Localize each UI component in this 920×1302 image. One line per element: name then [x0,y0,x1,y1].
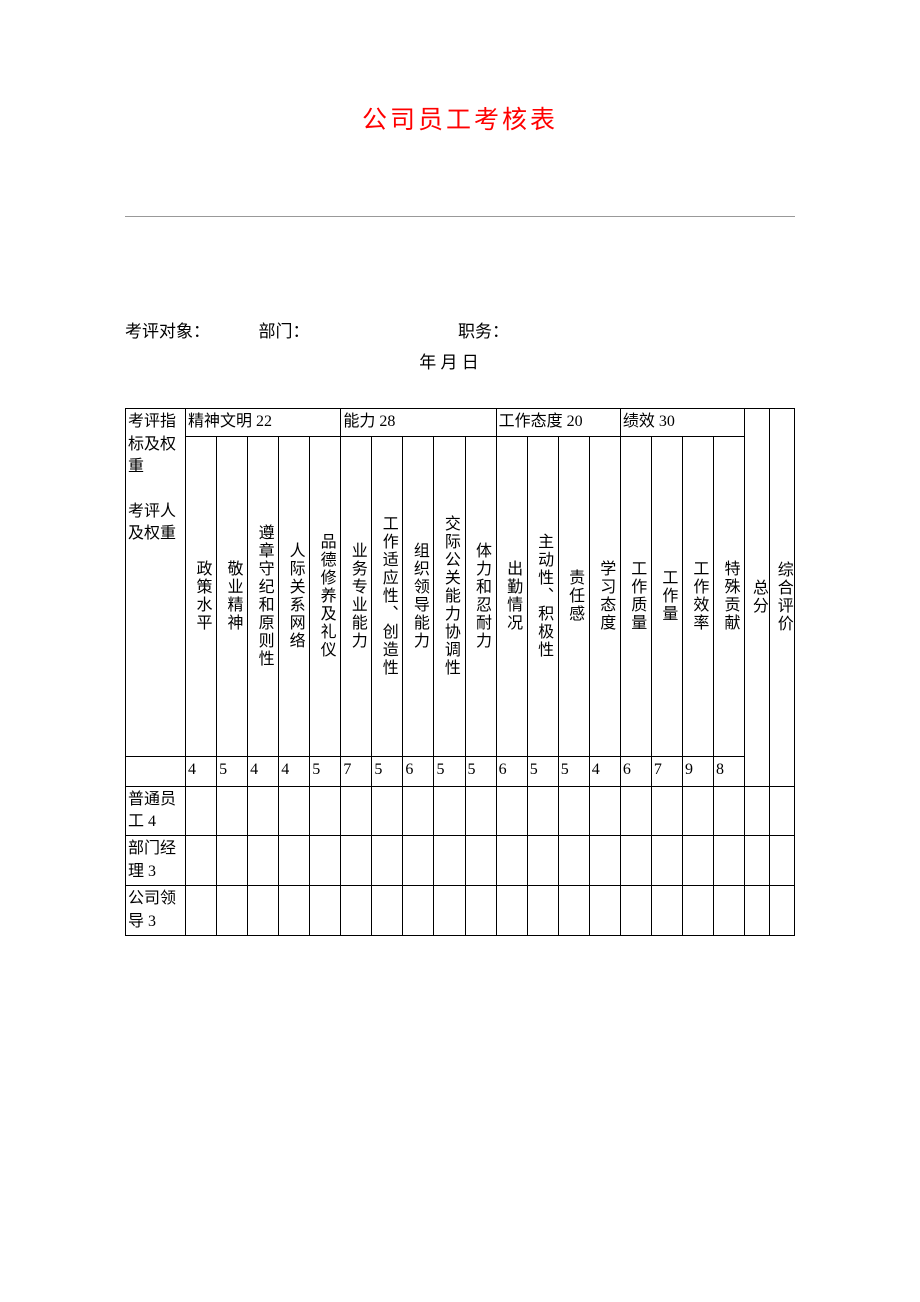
weight-cell: 8 [714,756,745,786]
sub-cell: 交际公关能力协调性 [434,436,465,756]
sub-cell: 特殊贡献 [714,436,745,756]
sub-cell: 政策水平 [186,436,217,756]
sub-cell: 工作效率 [682,436,713,756]
row-header-2: 考评人及权重 [128,503,176,542]
weight-cell: 7 [341,756,372,786]
sub-header-row: 政策水平 敬业精神 遵章守纪和原则性 人际关系网络 品德修养及礼仪 业务专业能力… [126,436,795,756]
sub-cell: 出勤情况 [496,436,527,756]
eval-header: 综合评价 [769,409,794,786]
sub-cell: 主动性、积极性 [527,436,558,756]
weight-cell: 5 [434,756,465,786]
rater-label: 普通员工 4 [126,786,186,836]
group-cell: 精神文明 22 [186,409,341,436]
weight-cell: 6 [620,756,651,786]
weight-cell: 6 [403,756,434,786]
weight-cell: 9 [682,756,713,786]
weight-cell: 6 [496,756,527,786]
sub-cell: 学习态度 [589,436,620,756]
sub-cell: 责任感 [558,436,589,756]
sub-cell: 工作质量 [620,436,651,756]
info-line: 考评对象： 部门： 职务： 年 月 日 [125,317,795,378]
rater-label: 部门经理 3 [126,836,186,886]
weight-cell: 5 [372,756,403,786]
weight-cell: 5 [465,756,496,786]
weight-row-header [126,756,186,786]
weight-cell: 4 [589,756,620,786]
info-dept: 部门： [259,317,310,348]
group-cell: 工作态度 20 [496,409,620,436]
assessment-table: 考评指标及权重 考评人及权重 精神文明 22 能力 28 工作态度 20 绩效 … [125,408,795,936]
sub-cell: 组织领导能力 [403,436,434,756]
document-title: 公司员工考核表 [125,100,795,136]
info-date: 年 月 日 [419,348,479,379]
row-header-1: 考评指标及权重 [128,413,176,475]
rater-label: 公司领导 3 [126,886,186,936]
weight-cell: 4 [279,756,310,786]
rater-row: 部门经理 3 [126,836,795,886]
info-subject: 考评对象： [125,317,210,348]
group-cell: 能力 28 [341,409,496,436]
weight-cell: 5 [558,756,589,786]
sub-cell: 品德修养及礼仪 [310,436,341,756]
sub-cell: 业务专业能力 [341,436,372,756]
row-header-cell: 考评指标及权重 考评人及权重 [126,409,186,756]
group-header-row: 考评指标及权重 考评人及权重 精神文明 22 能力 28 工作态度 20 绩效 … [126,409,795,436]
sub-cell: 敬业精神 [217,436,248,756]
rater-row: 普通员工 4 [126,786,795,836]
total-header: 总分 [745,409,770,786]
info-position: 职务： [458,317,509,348]
weight-cell: 4 [186,756,217,786]
weight-cell: 5 [310,756,341,786]
sub-cell: 工作量 [651,436,682,756]
weight-row: 4 5 4 4 5 7 5 6 5 5 6 5 5 4 6 7 9 8 [126,756,795,786]
sub-cell: 人际关系网络 [279,436,310,756]
weight-cell: 5 [527,756,558,786]
sub-cell: 遵章守纪和原则性 [248,436,279,756]
group-cell: 绩效 30 [620,409,744,436]
sub-cell: 工作适应性、创造性 [372,436,403,756]
sub-cell: 体力和忍耐力 [465,436,496,756]
weight-cell: 5 [217,756,248,786]
weight-cell: 7 [651,756,682,786]
rater-row: 公司领导 3 [126,886,795,936]
weight-cell: 4 [248,756,279,786]
divider [125,216,795,217]
